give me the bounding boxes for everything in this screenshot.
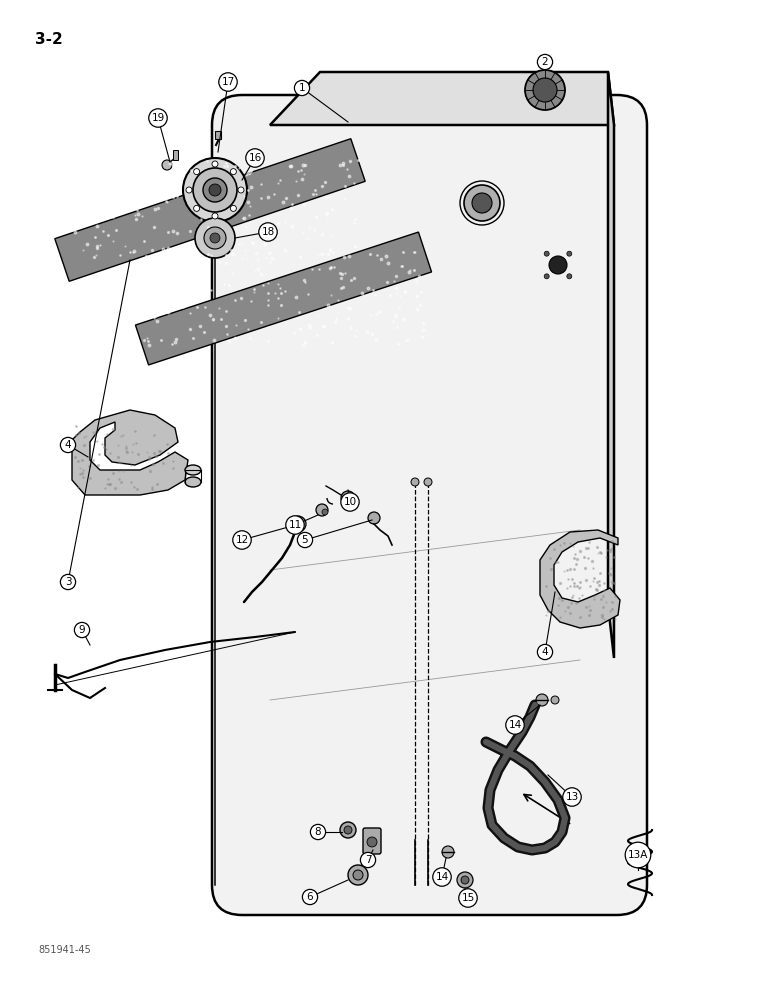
Text: 13: 13 <box>565 792 579 802</box>
Circle shape <box>533 78 557 102</box>
Text: 3-2: 3-2 <box>35 32 63 47</box>
FancyBboxPatch shape <box>363 828 381 854</box>
Text: 9: 9 <box>79 625 86 635</box>
Ellipse shape <box>185 477 201 487</box>
Circle shape <box>186 187 192 193</box>
Text: 8: 8 <box>315 827 321 837</box>
Text: 851941-45: 851941-45 <box>38 945 91 955</box>
Text: 10: 10 <box>344 497 357 507</box>
Circle shape <box>344 826 352 834</box>
Text: 14: 14 <box>435 872 449 882</box>
PathPatch shape <box>608 72 614 658</box>
Circle shape <box>209 184 221 196</box>
Circle shape <box>353 870 363 880</box>
FancyBboxPatch shape <box>212 95 647 915</box>
Text: 3: 3 <box>65 577 71 587</box>
Circle shape <box>183 158 247 222</box>
Circle shape <box>424 478 432 486</box>
Text: 14: 14 <box>509 720 522 730</box>
Circle shape <box>162 160 172 170</box>
Circle shape <box>230 205 236 211</box>
Circle shape <box>204 227 226 249</box>
Circle shape <box>544 274 549 279</box>
Text: 17: 17 <box>222 77 235 87</box>
Polygon shape <box>55 139 365 281</box>
Text: 4: 4 <box>542 647 548 657</box>
Polygon shape <box>72 410 188 495</box>
Text: 12: 12 <box>235 535 249 545</box>
Circle shape <box>195 218 235 258</box>
Circle shape <box>544 251 549 256</box>
Circle shape <box>567 251 572 256</box>
Ellipse shape <box>185 465 201 475</box>
Circle shape <box>411 478 419 486</box>
Circle shape <box>203 178 227 202</box>
Text: 1: 1 <box>299 83 305 93</box>
PathPatch shape <box>270 72 614 125</box>
Text: 6: 6 <box>306 892 313 902</box>
Circle shape <box>290 516 306 532</box>
Circle shape <box>536 694 548 706</box>
Polygon shape <box>540 530 620 628</box>
Circle shape <box>549 256 567 274</box>
Text: 11: 11 <box>289 520 302 530</box>
Circle shape <box>551 696 559 704</box>
Circle shape <box>472 193 492 213</box>
Text: 13A: 13A <box>628 850 648 860</box>
Circle shape <box>322 509 328 515</box>
Text: 5: 5 <box>302 535 308 545</box>
Text: 18: 18 <box>262 227 275 237</box>
Circle shape <box>348 865 368 885</box>
Circle shape <box>525 70 565 110</box>
Circle shape <box>457 872 473 888</box>
Text: 2: 2 <box>542 57 548 67</box>
Polygon shape <box>135 232 432 365</box>
Circle shape <box>442 846 454 858</box>
FancyBboxPatch shape <box>173 150 178 160</box>
Circle shape <box>194 205 200 211</box>
Circle shape <box>212 213 218 219</box>
Circle shape <box>567 274 572 279</box>
FancyBboxPatch shape <box>215 131 221 139</box>
Circle shape <box>341 491 355 505</box>
Circle shape <box>193 168 237 212</box>
Circle shape <box>461 876 469 884</box>
Circle shape <box>194 169 200 175</box>
Circle shape <box>291 518 299 526</box>
Circle shape <box>340 822 356 838</box>
Text: 19: 19 <box>151 113 164 123</box>
Text: 7: 7 <box>364 855 371 865</box>
Circle shape <box>210 233 220 243</box>
Text: 4: 4 <box>65 440 71 450</box>
Circle shape <box>367 837 377 847</box>
Circle shape <box>212 161 218 167</box>
Circle shape <box>464 185 500 221</box>
Circle shape <box>230 169 236 175</box>
Circle shape <box>316 504 328 516</box>
Circle shape <box>368 512 380 524</box>
Text: 16: 16 <box>249 153 262 163</box>
Circle shape <box>238 187 244 193</box>
Text: 15: 15 <box>462 893 475 903</box>
